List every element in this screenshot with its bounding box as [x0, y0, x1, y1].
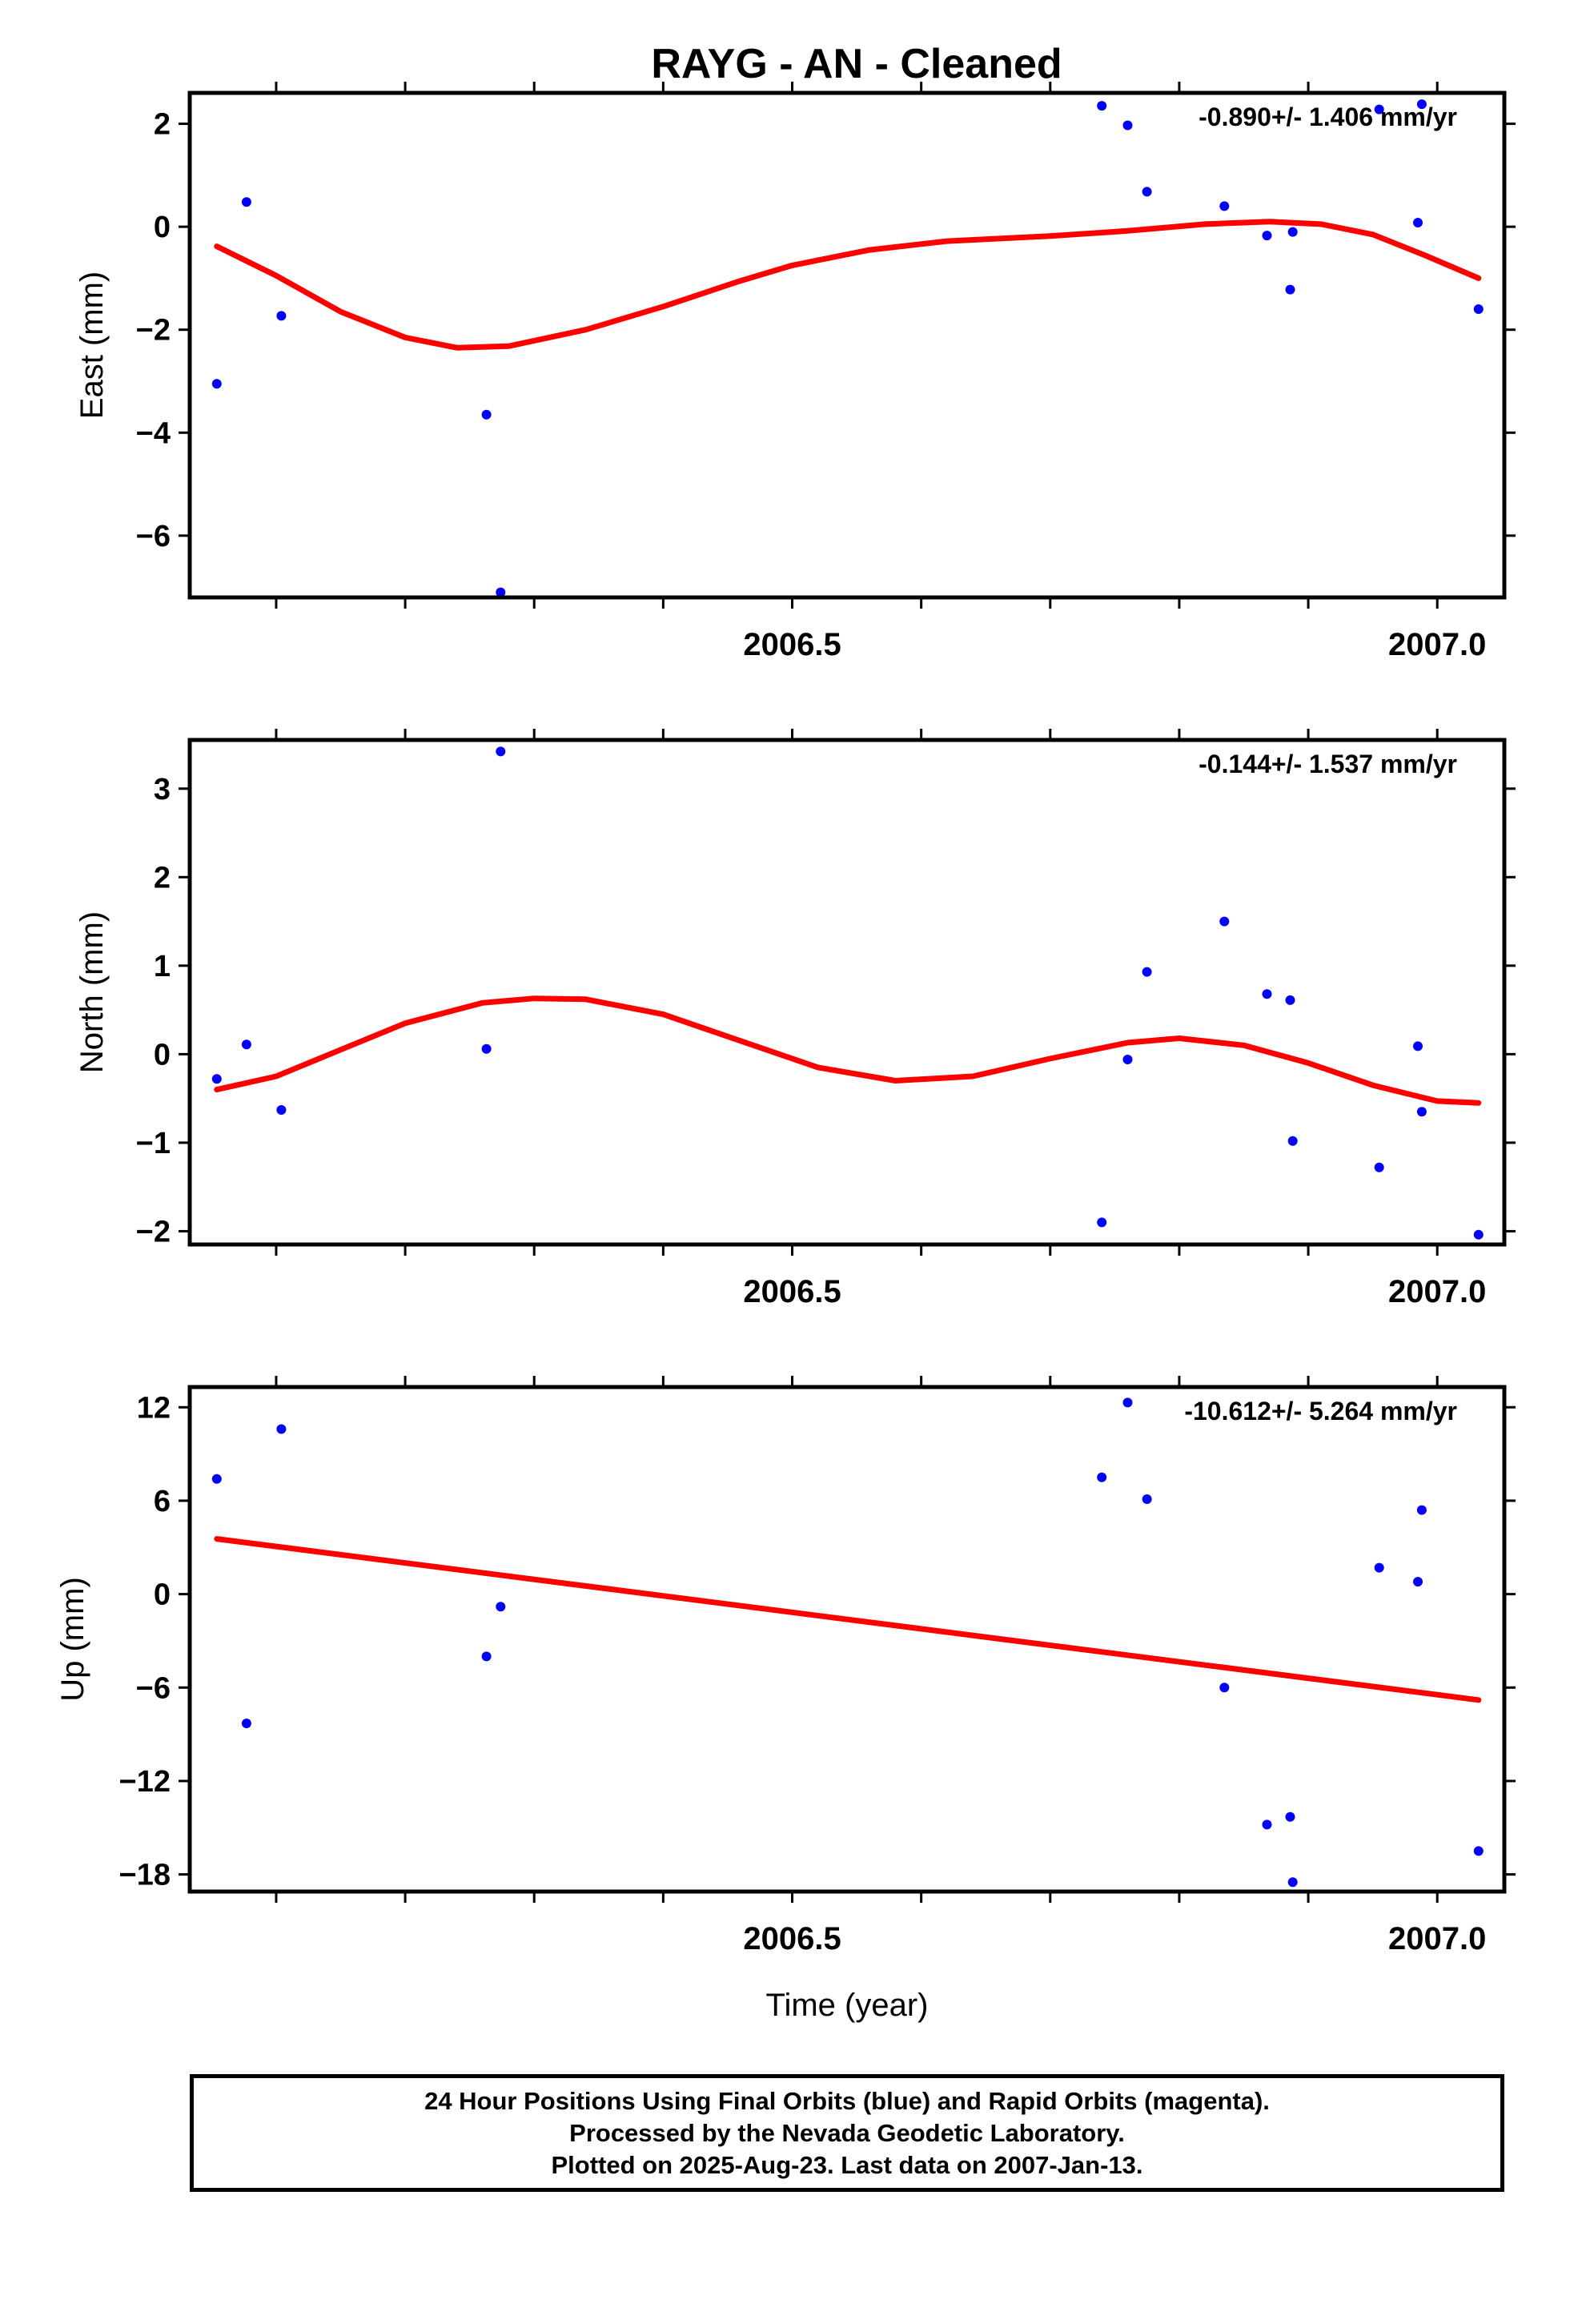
- north-panel: 3 2 1 0 −1 −2 2006.5 2007.0 North (mm) -0.144+/- …: [74, 729, 1516, 1309]
- north-point-14: [1413, 1041, 1423, 1051]
- north-point-11: [1285, 995, 1295, 1005]
- east-point-13: [1374, 104, 1384, 115]
- up-ytick-label-4: −6: [136, 1671, 171, 1705]
- footer-caption: 24 Hour Positions Using Final Orbits (bl…: [190, 2074, 1504, 2192]
- north-point-13: [1374, 1162, 1384, 1172]
- up-point-4: [481, 1651, 492, 1662]
- up-xtick-label-1: 2006.5: [743, 1921, 841, 1956]
- up-point-1: [211, 1474, 222, 1484]
- east-point-10: [1262, 231, 1272, 241]
- up-point-10: [1262, 1819, 1272, 1830]
- north-ytick-label-2: 2: [154, 861, 171, 895]
- east-point-11: [1285, 284, 1295, 295]
- east-plot-frame: [187, 90, 1507, 600]
- up-ytick-label-2: 6: [154, 1485, 171, 1518]
- east-point-1: [211, 379, 222, 389]
- east-ytick-label-5: −6: [136, 520, 171, 553]
- up-fit-line: [214, 1536, 1482, 1703]
- north-point-1: [211, 1074, 222, 1084]
- up-point-9: [1219, 1683, 1230, 1693]
- up-point-5: [496, 1602, 506, 1612]
- up-point-16: [1473, 1846, 1484, 1856]
- north-point-7: [1122, 1055, 1133, 1064]
- up-point-11: [1285, 1811, 1295, 1822]
- north-point-9: [1219, 916, 1230, 927]
- east-point-12: [1287, 227, 1298, 237]
- up-point-15: [1416, 1505, 1427, 1515]
- footer-line-3: Plotted on 2025-Aug-23. Last data on 200…: [551, 2150, 1143, 2179]
- east-point-9: [1219, 201, 1230, 211]
- north-fit-line: [214, 995, 1482, 1106]
- up-ytick-label-1: 12: [137, 1391, 171, 1425]
- east-point-8: [1142, 187, 1152, 197]
- north-rate-label: -0.144+/- 1.537 mm/yr: [1199, 750, 1457, 778]
- north-ytick-label-4: 0: [154, 1038, 171, 1072]
- up-point-3: [276, 1424, 287, 1434]
- north-ytick-label-5: −1: [136, 1127, 171, 1160]
- north-point-4: [481, 1043, 492, 1054]
- up-point-13: [1374, 1562, 1384, 1573]
- east-point-4: [481, 409, 492, 420]
- east-ytick-label-4: −4: [136, 416, 171, 450]
- north-ytick-label-3: 1: [154, 950, 171, 983]
- east-ytick-label-2: 0: [154, 211, 171, 244]
- north-xtick-label-2: 2007.0: [1388, 1274, 1486, 1309]
- east-point-7: [1122, 120, 1133, 131]
- up-xtick-label-2: 2007.0: [1388, 1921, 1486, 1956]
- chart-title: RAYG - AN - Cleaned: [651, 41, 1062, 87]
- north-ytick-label-1: 3: [154, 773, 171, 806]
- east-point-5: [496, 587, 506, 597]
- east-xtick-label-2: 2007.0: [1388, 627, 1486, 662]
- east-point-16: [1473, 304, 1484, 314]
- east-point-2: [241, 197, 251, 207]
- north-point-16: [1473, 1229, 1484, 1240]
- east-y-axis-label: East (mm): [74, 271, 110, 419]
- north-point-12: [1287, 1136, 1298, 1146]
- north-xtick-label-1: 2006.5: [743, 1274, 841, 1309]
- north-point-10: [1262, 989, 1272, 999]
- up-rate-label: -10.612+/- 5.264 mm/yr: [1184, 1397, 1457, 1425]
- east-panel: 2 0 −2 −4 −6 2006.5 2007.0 East (mm) -0.890+/- 1…: [74, 82, 1516, 662]
- up-ytick-label-3: 0: [154, 1578, 171, 1612]
- up-point-7: [1122, 1397, 1133, 1408]
- north-point-3: [276, 1105, 287, 1115]
- up-plot-frame: [187, 1385, 1507, 1894]
- north-point-5: [496, 746, 506, 757]
- north-point-6: [1097, 1217, 1107, 1228]
- up-point-8: [1142, 1494, 1152, 1504]
- x-axis-label: Time (year): [766, 1988, 929, 2023]
- footer-line-1: 24 Hour Positions Using Final Orbits (bl…: [424, 2086, 1270, 2115]
- north-point-2: [241, 1039, 251, 1050]
- up-y-axis-label: Up (mm): [55, 1577, 90, 1702]
- east-point-3: [276, 311, 287, 321]
- footer-line-2: Processed by the Nevada Geodetic Laborat…: [569, 2118, 1125, 2147]
- north-y-axis-label: North (mm): [74, 911, 110, 1073]
- up-point-12: [1287, 1877, 1298, 1888]
- north-ytick-label-6: −2: [136, 1215, 171, 1248]
- up-point-6: [1097, 1472, 1107, 1482]
- east-ytick-label-1: 2: [154, 108, 171, 142]
- up-ytick-label-6: −18: [119, 1859, 171, 1892]
- north-point-15: [1416, 1107, 1427, 1117]
- east-point-14: [1413, 218, 1423, 227]
- east-ytick-label-3: −2: [136, 314, 171, 348]
- east-point-6: [1097, 101, 1107, 111]
- east-point-15: [1416, 99, 1427, 110]
- east-rate-label: -0.890+/- 1.406 mm/yr: [1199, 103, 1457, 131]
- east-fit-line: [214, 219, 1482, 351]
- north-point-8: [1142, 967, 1152, 977]
- up-panel: 12 6 0 −6 −12 −18 2006.5 2007.0 Up (mm) -10.612+/…: [55, 1376, 1516, 2023]
- up-point-14: [1413, 1577, 1423, 1587]
- east-xtick-label-1: 2006.5: [743, 627, 841, 662]
- up-point-2: [241, 1719, 251, 1728]
- up-ytick-label-5: −12: [119, 1765, 171, 1799]
- north-plot-frame: [187, 738, 1507, 1247]
